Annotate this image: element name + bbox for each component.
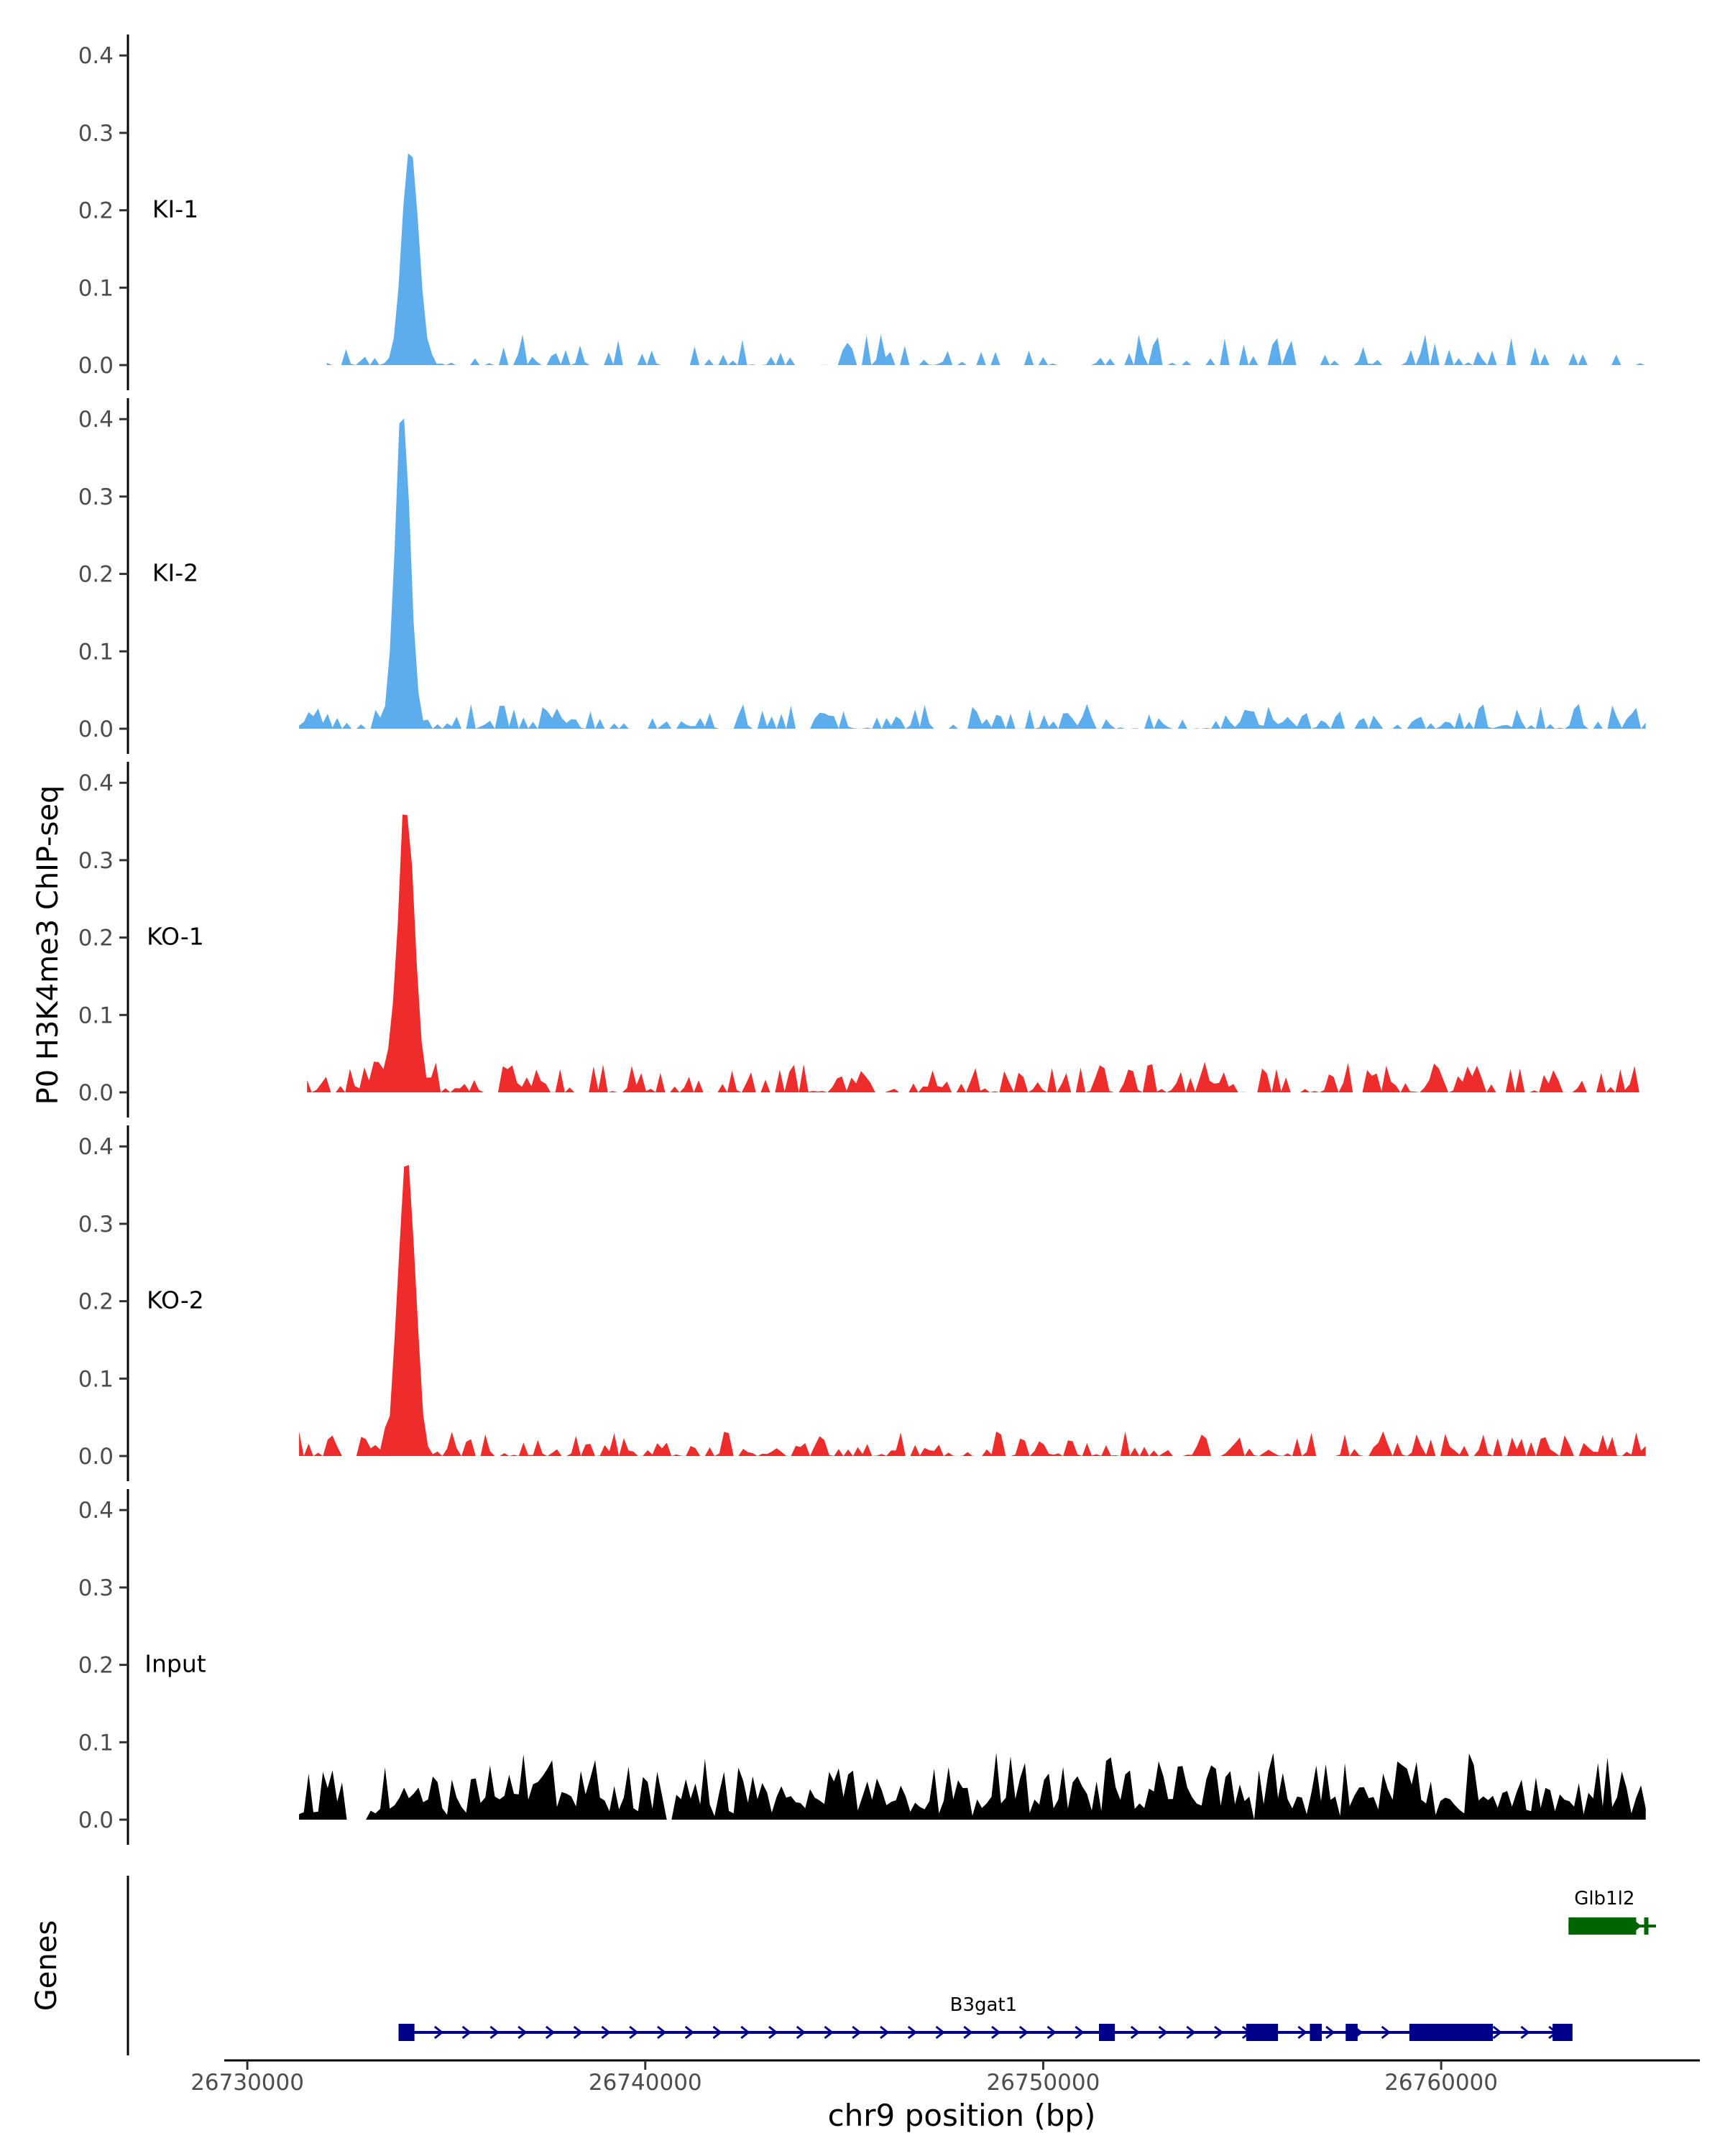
- strand-arrow: [740, 2025, 750, 2040]
- track-ki-2: 0.0 0.1 0.2 0.3 0.4 KI-2: [78, 398, 1646, 754]
- tracks-layer: 0.00.10.20.30.4KI-10.00.10.20.30.4KI-20.…: [78, 34, 1646, 1845]
- strand-arrow: [433, 2025, 444, 2040]
- y-tick-label: 0.1: [78, 275, 114, 301]
- strand-arrow: [907, 2025, 918, 2040]
- track-label: KI-2: [152, 559, 198, 587]
- strand-arrow: [1130, 2025, 1141, 2040]
- y-tick-label: 0.1: [78, 639, 114, 665]
- y-tick-label: 0.4: [78, 1134, 114, 1160]
- signal-area: [299, 418, 1646, 729]
- gene-label: B3gat1: [950, 1994, 1018, 2016]
- strand-arrow: [684, 2025, 695, 2040]
- y-tick-label: 0.4: [78, 1498, 114, 1524]
- exon: [1098, 2024, 1116, 2041]
- strand-arrow: [712, 2025, 722, 2040]
- x-tick-label: 26750000: [987, 2070, 1100, 2096]
- y-tick-label: 0.1: [78, 1366, 114, 1392]
- strand-arrow: [880, 2025, 890, 2040]
- y-tick-label: 0.2: [78, 1653, 114, 1679]
- y-tick-label: 0.3: [78, 121, 114, 147]
- strand-arrow: [545, 2025, 556, 2040]
- track-label: KO-1: [147, 923, 204, 951]
- y-tick-label: 0.4: [78, 770, 114, 796]
- y-tick-label: 0.2: [78, 562, 114, 588]
- y-tick-label: 0.2: [78, 1289, 114, 1315]
- exon: [1346, 2024, 1358, 2041]
- y-tick-label: 0.2: [78, 198, 114, 224]
- strand-arrow: [1297, 2025, 1307, 2040]
- y-tick-label: 0.0: [78, 717, 114, 742]
- strand-arrow: [1492, 2025, 1503, 2040]
- track-ko-2: 0.0 0.1 0.2 0.3 0.4 KO-2: [78, 1125, 1646, 1481]
- strand-arrow: [461, 2025, 472, 2040]
- strand-arrow: [629, 2025, 639, 2040]
- y-tick-label: 0.0: [78, 1807, 114, 1833]
- y-tick-label: 0.1: [78, 1003, 114, 1028]
- strand-arrow: [573, 2025, 584, 2040]
- y-tick-label: 0.3: [78, 484, 114, 510]
- exon: [398, 2024, 415, 2041]
- x-tick-label: 26730000: [190, 2070, 304, 2096]
- strand-arrow: [489, 2025, 500, 2040]
- track-ko-1: 0.0 0.1 0.2 0.3 0.4 KO-1: [78, 762, 1639, 1118]
- strand-arrow: [935, 2025, 945, 2040]
- y-tick-label: 0.3: [78, 1575, 114, 1601]
- strand-arrow: [796, 2025, 806, 2040]
- y-tick-label: 0.0: [78, 1080, 114, 1106]
- track-ki-1: 0.0 0.1 0.2 0.3 0.4 KI-1: [78, 34, 1645, 390]
- strand-arrow: [1046, 2025, 1057, 2040]
- x-axis: 26730000 26740000 26750000 26760000: [190, 2059, 1700, 2096]
- strand-arrow: [1325, 2025, 1335, 2040]
- y-tick-label: 0.0: [78, 353, 114, 379]
- exon: [1310, 2024, 1322, 2041]
- genes-layer: B3gat1 Glb1l2: [126, 1876, 1657, 2055]
- strand-arrow: [656, 2025, 667, 2040]
- strand-arrow: [1158, 2025, 1168, 2040]
- track-label: KI-1: [152, 195, 198, 224]
- y-tick-label: 0.3: [78, 1212, 114, 1238]
- track-input: 0.0 0.1 0.2 0.3 0.4 Input: [78, 1489, 1646, 1845]
- exon: [1644, 1917, 1649, 1935]
- y-tick-label: 0.0: [78, 1444, 114, 1470]
- strand-arrow: [518, 2025, 528, 2040]
- x-axis-title: chr9 position (bp): [828, 2098, 1096, 2133]
- strand-arrow: [963, 2025, 973, 2040]
- strand-arrow: [824, 2025, 834, 2040]
- x-tick-label: 26760000: [1384, 2070, 1498, 2096]
- exon: [1552, 2024, 1573, 2041]
- x-tick-label: 26740000: [589, 2070, 702, 2096]
- y-tick-label: 0.4: [78, 407, 114, 433]
- y-tick-label: 0.2: [78, 926, 114, 952]
- strand-arrow: [1075, 2025, 1085, 2040]
- y-tick-label: 0.4: [78, 43, 114, 69]
- genes-label: Genes: [30, 1920, 63, 2011]
- strand-arrow: [1520, 2025, 1530, 2040]
- y-axis-title: P0 H3K4me3 ChIP-seq: [32, 786, 65, 1105]
- y-tick-label: 0.3: [78, 848, 114, 874]
- strand-arrow: [1214, 2025, 1224, 2040]
- strand-arrow: [1381, 2025, 1392, 2040]
- strand-arrow: [601, 2025, 611, 2040]
- gene-glb1l2: Glb1l2: [1568, 1888, 1657, 1935]
- track-label: Input: [144, 1650, 206, 1678]
- track-label: KO-2: [147, 1286, 204, 1314]
- signal-area: [299, 1752, 1646, 1820]
- signal-area: [299, 1165, 1646, 1456]
- strand-arrow: [852, 2025, 862, 2040]
- exon: [1246, 2024, 1279, 2041]
- gene-label: Glb1l2: [1574, 1888, 1634, 1909]
- gene-b3gat1: B3gat1: [398, 1994, 1573, 2041]
- y-tick-label: 0.1: [78, 1730, 114, 1756]
- signal-area: [307, 814, 1639, 1092]
- strand-arrow: [768, 2025, 778, 2040]
- strand-arrow: [1186, 2025, 1196, 2040]
- exon: [1568, 1917, 1637, 1935]
- strand-arrow: [991, 2025, 1001, 2040]
- signal-area: [326, 153, 1645, 366]
- exon: [1409, 2024, 1494, 2041]
- strand-arrow: [1018, 2025, 1029, 2040]
